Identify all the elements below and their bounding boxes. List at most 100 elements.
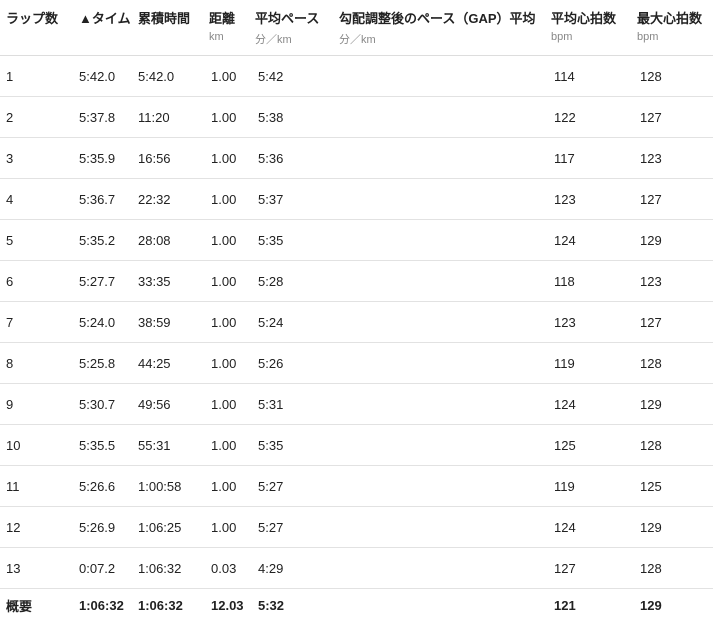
cell-distance: 1.00	[209, 302, 255, 343]
cell-distance: 1.00	[209, 507, 255, 548]
cell-gap-pace	[339, 466, 551, 507]
cell-avg-hr: 119	[551, 466, 637, 507]
cell-lap: 11	[0, 466, 79, 507]
cell-cumulative-time: 49:56	[138, 384, 209, 425]
cell-cumulative-time: 11:20	[138, 97, 209, 138]
cell-gap-pace	[339, 507, 551, 548]
cell-distance: 1.00	[209, 343, 255, 384]
column-unit: bpm	[637, 31, 713, 43]
column-label: 平均ペース	[255, 8, 339, 27]
column-label: 平均心拍数	[551, 8, 637, 27]
cell-lap: 6	[0, 261, 79, 302]
column-header-avg-pace[interactable]: 平均ペース分／km	[255, 0, 339, 56]
cell-distance: 1.00	[209, 220, 255, 261]
cell-gap-pace	[339, 220, 551, 261]
cell-avg-hr: 124	[551, 384, 637, 425]
cell-time: 5:24.0	[79, 302, 138, 343]
cell-lap: 3	[0, 138, 79, 179]
cell-lap: 2	[0, 97, 79, 138]
cell-avg-pace: 5:37	[255, 179, 339, 220]
cell-avg-hr: 117	[551, 138, 637, 179]
cell-distance: 1.00	[209, 425, 255, 466]
cell-avg-hr: 122	[551, 97, 637, 138]
cell-gap-pace	[339, 56, 551, 97]
cell-avg-hr: 118	[551, 261, 637, 302]
cell-max-hr: 128	[637, 548, 713, 589]
cell-distance: 1.00	[209, 97, 255, 138]
cell-max-hr: 129	[637, 384, 713, 425]
cell-time: 5:35.9	[79, 138, 138, 179]
column-label: ▲タイム	[79, 8, 138, 27]
cell-time: 5:26.6	[79, 466, 138, 507]
cell-gap-pace	[339, 138, 551, 179]
cell-lap: 13	[0, 548, 79, 589]
cell-distance: 1.00	[209, 384, 255, 425]
cell-time: 5:35.5	[79, 425, 138, 466]
cell-avg-hr: 121	[551, 589, 637, 621]
cell-max-hr: 128	[637, 425, 713, 466]
cell-cumulative-time: 55:31	[138, 425, 209, 466]
cell-time: 0:07.2	[79, 548, 138, 589]
cell-distance: 1.00	[209, 179, 255, 220]
cell-time: 5:30.7	[79, 384, 138, 425]
cell-lap: 5	[0, 220, 79, 261]
cell-max-hr: 123	[637, 138, 713, 179]
cell-max-hr: 128	[637, 56, 713, 97]
cell-max-hr: 129	[637, 589, 713, 621]
cell-avg-pace: 5:28	[255, 261, 339, 302]
cell-time: 5:42.0	[79, 56, 138, 97]
column-header-cumulative-time[interactable]: 累積時間	[138, 0, 209, 56]
cell-distance: 1.00	[209, 261, 255, 302]
cell-cumulative-time: 1:00:58	[138, 466, 209, 507]
cell-gap-pace	[339, 548, 551, 589]
cell-lap: 10	[0, 425, 79, 466]
column-header-gap-pace[interactable]: 勾配調整後のペース（GAP）平均分／km	[339, 0, 551, 56]
cell-lap: 4	[0, 179, 79, 220]
cell-max-hr: 127	[637, 97, 713, 138]
cell-avg-pace: 5:26	[255, 343, 339, 384]
cell-cumulative-time: 1:06:32	[138, 548, 209, 589]
cell-avg-hr: 125	[551, 425, 637, 466]
cell-time: 5:37.8	[79, 97, 138, 138]
cell-distance: 12.03	[209, 589, 255, 621]
cell-cumulative-time: 38:59	[138, 302, 209, 343]
column-header-lap[interactable]: ラップ数	[0, 0, 79, 56]
column-label: 勾配調整後のペース（GAP）平均	[339, 8, 551, 27]
cell-distance: 1.00	[209, 56, 255, 97]
cell-max-hr: 128	[637, 343, 713, 384]
cell-gap-pace	[339, 384, 551, 425]
column-header-time[interactable]: ▲タイム	[79, 0, 138, 56]
cell-avg-pace: 5:24	[255, 302, 339, 343]
cell-cumulative-time: 1:06:32	[138, 589, 209, 621]
cell-avg-hr: 123	[551, 302, 637, 343]
cell-avg-pace: 5:27	[255, 466, 339, 507]
cell-avg-hr: 123	[551, 179, 637, 220]
column-header-max-hr[interactable]: 最大心拍数 bpm	[637, 0, 713, 56]
cell-max-hr: 127	[637, 179, 713, 220]
cell-cumulative-time: 22:32	[138, 179, 209, 220]
cell-cumulative-time: 44:25	[138, 343, 209, 384]
cell-avg-pace: 5:36	[255, 138, 339, 179]
cell-cumulative-time: 1:06:25	[138, 507, 209, 548]
cell-avg-hr: 119	[551, 343, 637, 384]
cell-avg-pace: 4:29	[255, 548, 339, 589]
cell-lap: 概要	[0, 589, 79, 621]
column-label: 最大心拍数	[637, 8, 713, 27]
cell-gap-pace	[339, 589, 551, 621]
column-unit: km	[209, 31, 255, 43]
cell-avg-hr: 127	[551, 548, 637, 589]
